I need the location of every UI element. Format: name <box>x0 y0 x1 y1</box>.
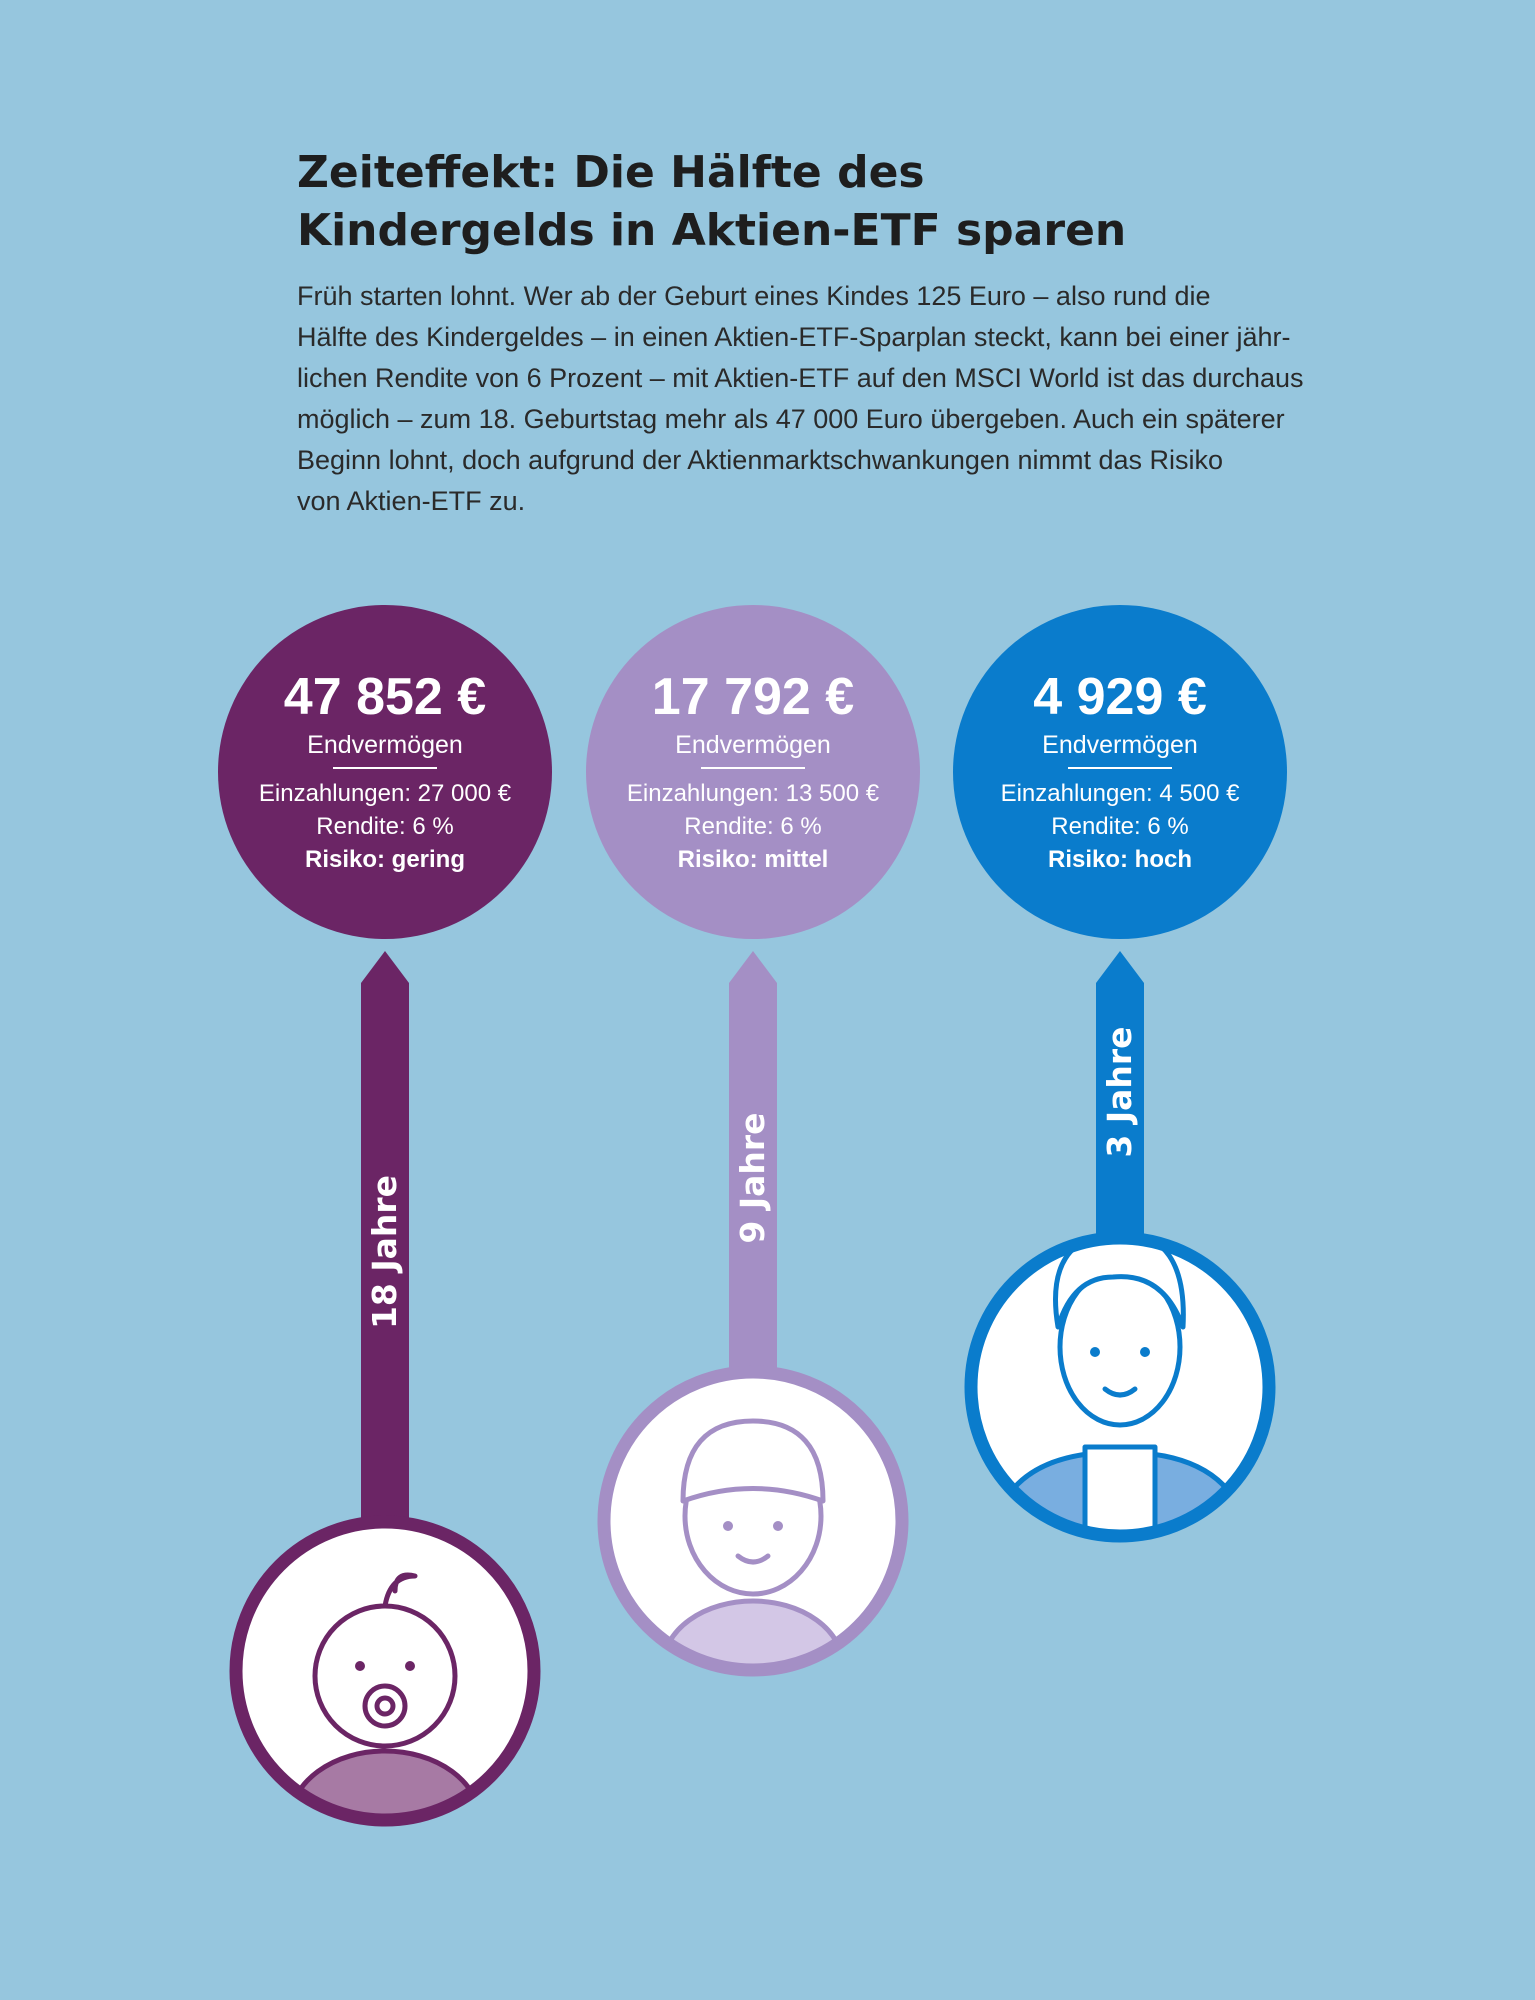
card: 3 Jahre 4 929 € Endvermögen Einzahlungen: 4… <box>953 605 1287 1543</box>
intro-line: Früh starten lohnt. Wer ab der Geburt ei… <box>297 281 1211 311</box>
deposits: Einzahlungen: 4 500 € <box>1001 780 1241 807</box>
mouth <box>735 1553 771 1565</box>
title-line: Zeiteffekt: Die Hälfte des <box>297 147 925 198</box>
amount: 4 929 € <box>1033 668 1207 726</box>
title: Zeiteffekt: Die Hälfte des Kindergelds i… <box>297 144 1126 260</box>
result-circle <box>586 605 920 939</box>
eye <box>355 1661 365 1671</box>
intro-line: Beginn lohnt, doch aufgrund der Aktienma… <box>297 445 1224 475</box>
intro-line: von Aktien-ETF zu. <box>297 486 526 516</box>
amount: 17 792 € <box>652 668 854 726</box>
duration: 9 Jahre <box>733 1112 772 1243</box>
eye <box>1140 1347 1150 1357</box>
person-ring <box>597 1365 909 1677</box>
pacifier <box>362 1683 408 1729</box>
title-line: Kindergelds in Aktien-ETF sparen <box>297 205 1127 256</box>
result-circle <box>218 605 552 939</box>
return: Rendite: 6 % <box>1051 813 1188 840</box>
return: Rendite: 6 % <box>316 813 453 840</box>
intro: Früh starten lohnt. Wer ab der Geburt ei… <box>297 276 1303 522</box>
deposits: Einzahlungen: 27 000 € <box>259 780 512 807</box>
arrow <box>361 951 409 1522</box>
shirt <box>1082 1444 1158 1534</box>
cap <box>680 1418 826 1504</box>
deposits: Einzahlungen: 13 500 € <box>627 780 880 807</box>
risk: Risiko: gering <box>305 846 465 873</box>
duration: 3 Jahre <box>1100 1026 1139 1157</box>
card: 9 Jahre 17 792 € Endvermögen Einzahlungen: … <box>586 605 920 1677</box>
pacifier-center <box>374 1695 396 1717</box>
amount: 47 852 € <box>284 668 486 726</box>
body <box>287 1748 483 1818</box>
mouth <box>1102 1386 1138 1398</box>
arrow <box>729 951 777 1372</box>
duration: 18 Jahre <box>365 1175 404 1329</box>
person-ring <box>229 1515 541 1827</box>
amount-label: Endvermögen <box>307 731 463 759</box>
amount-label: Endvermögen <box>1042 731 1198 759</box>
eye <box>1090 1347 1100 1357</box>
eye <box>773 1521 783 1531</box>
eye <box>405 1661 415 1671</box>
arrow <box>1096 951 1144 1238</box>
intro-line: Hälfte des Kindergeldes – in einen Aktie… <box>297 322 1291 352</box>
intro-line: lichen Rendite von 6 Prozent – mit Aktie… <box>297 363 1304 393</box>
person <box>287 1572 483 1818</box>
eye <box>723 1521 733 1531</box>
intro-line: möglich – zum 18. Geburtstag mehr als 47… <box>297 404 1285 434</box>
risk: Risiko: mittel <box>678 846 829 873</box>
return: Rendite: 6 % <box>684 813 821 840</box>
risk: Risiko: hoch <box>1048 846 1192 873</box>
result-circle <box>953 605 1287 939</box>
person-ring <box>964 1231 1276 1543</box>
hair <box>382 1572 418 1609</box>
card: 18 Jahre 47 852 € Endvermögen Einzahlungen:… <box>218 605 552 1827</box>
amount-label: Endvermögen <box>675 731 831 759</box>
